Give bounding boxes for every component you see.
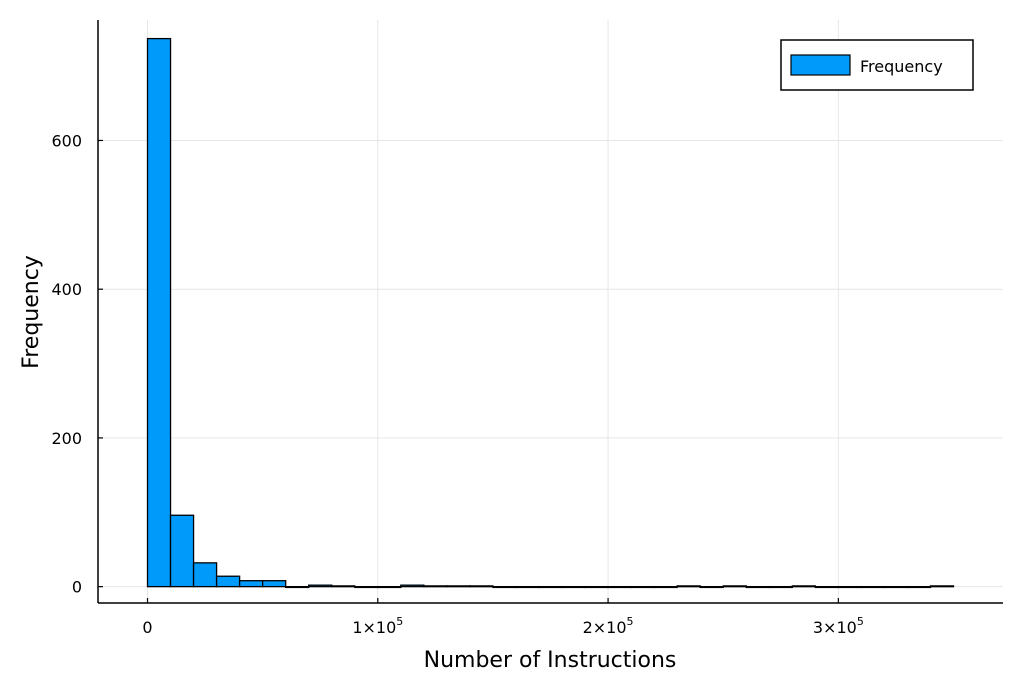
axes	[97, 20, 1003, 604]
grid-lines	[98, 20, 1003, 603]
y-tick-labels: 0 200 400 600	[51, 131, 82, 596]
histogram-bars	[146, 37, 955, 589]
legend: Frequency	[780, 39, 974, 91]
histogram-bar	[354, 585, 379, 589]
legend-label: Frequency	[860, 57, 943, 76]
histogram-bar	[515, 585, 540, 589]
histogram-bar	[929, 585, 955, 588]
histogram-bar	[745, 585, 770, 589]
histogram-bar	[768, 585, 793, 589]
histogram-bar	[607, 585, 632, 589]
histogram-bar	[469, 585, 494, 588]
histogram-bar	[492, 585, 517, 589]
histogram-bar	[860, 585, 886, 589]
histogram-bar	[538, 585, 563, 589]
histogram-bar	[561, 585, 586, 589]
x-tick-labels: 0 1×105 2×105 3×105	[142, 615, 863, 637]
y-tick-label: 600	[51, 131, 82, 150]
histogram-bar	[791, 585, 816, 588]
histogram-bar	[837, 585, 863, 589]
histogram-bar	[446, 585, 471, 588]
histogram-bar	[814, 585, 839, 589]
histogram-bar	[169, 514, 195, 588]
legend-swatch	[790, 54, 851, 76]
histogram-bar	[630, 585, 655, 589]
y-tick-label: 200	[51, 429, 82, 448]
histogram-bar	[400, 584, 425, 588]
histogram-bar	[308, 584, 333, 588]
histogram-bar	[676, 585, 701, 588]
histogram-bar	[285, 585, 310, 589]
histogram-bar	[192, 562, 218, 588]
histogram-bar	[146, 37, 172, 588]
y-tick-label: 0	[72, 578, 82, 597]
y-tick-label: 400	[51, 280, 82, 299]
x-tick-label: 3×105	[813, 615, 864, 637]
x-axis-title: Number of Instructions	[424, 648, 677, 673]
histogram-bar	[906, 585, 932, 589]
histogram-bar	[699, 585, 724, 589]
histogram-bar	[262, 580, 287, 588]
histogram-bar	[722, 585, 747, 588]
histogram-bar	[653, 585, 678, 589]
histogram-bar	[331, 585, 356, 588]
histogram-bar	[377, 585, 402, 589]
legend-box	[780, 39, 974, 91]
y-axis-title: Frequency	[19, 255, 44, 369]
histogram-bar	[423, 585, 448, 588]
histogram-bar	[584, 585, 609, 589]
x-tick-label: 0	[142, 618, 152, 637]
x-tick-label: 1×105	[352, 615, 403, 637]
histogram-bar	[238, 580, 264, 588]
histogram-bar	[883, 585, 909, 589]
histogram-bar	[215, 575, 241, 588]
x-tick-label: 2×105	[583, 615, 634, 637]
